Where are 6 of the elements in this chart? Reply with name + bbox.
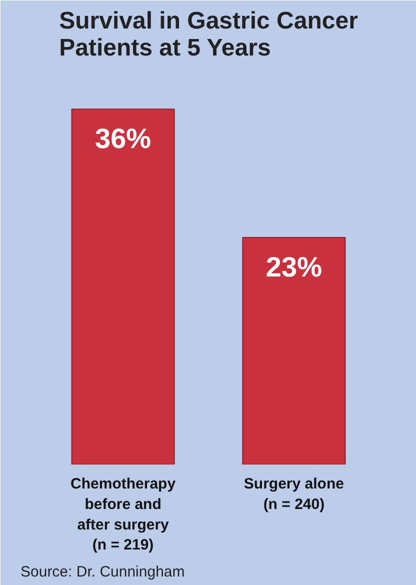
x-tick-label: Surgery alone (n = 240) bbox=[244, 476, 344, 513]
data-label: 36% bbox=[95, 123, 152, 154]
data-label: 23% bbox=[266, 251, 322, 282]
chart-title: Survival in Gastric Cancer Patients at 5 Years bbox=[59, 8, 358, 62]
source-note: Source: Dr. Cunningham bbox=[20, 564, 185, 580]
x-tick-label: Chemotherapy before and after surgery (n = 219) bbox=[70, 476, 176, 554]
